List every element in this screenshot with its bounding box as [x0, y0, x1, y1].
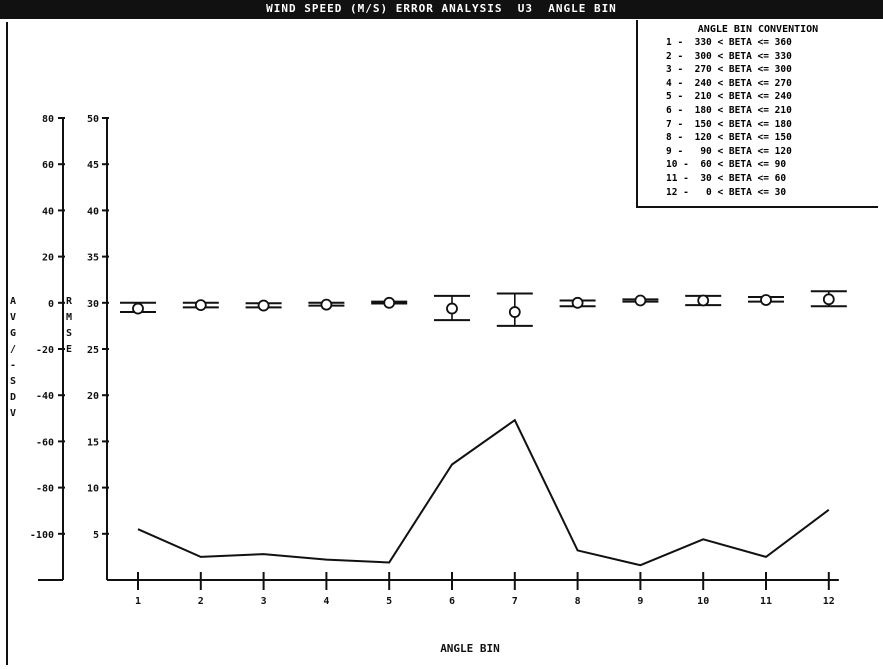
error-bar-mean-marker: [508, 306, 521, 318]
axis-label-letter: S: [10, 376, 16, 387]
axis-label-letter: G: [10, 328, 16, 339]
x-tick-label: 2: [198, 596, 204, 607]
x-tick-label: 5: [386, 596, 392, 607]
right-tick-label: 15: [87, 437, 99, 448]
x-axis-label: ANGLE BIN: [440, 642, 500, 655]
legend-entry: 2 - 300 < BETA <= 330: [666, 50, 792, 62]
axis-label-letter: S: [66, 328, 72, 339]
right-tick-label: 5: [93, 530, 99, 541]
legend-entry: 7 - 150 < BETA <= 180: [666, 118, 792, 130]
chart-title: WIND SPEED (M/S) ERROR ANALYSIS U3 ANGLE…: [266, 2, 617, 15]
legend-entry: 1 - 330 < BETA <= 360: [666, 37, 792, 48]
axis-label-letter: D: [10, 392, 16, 403]
axis-label-letter: -: [10, 360, 16, 371]
x-tick-label: 4: [323, 596, 329, 607]
x-tick-label: 8: [575, 596, 581, 607]
x-tick-label: 11: [760, 596, 772, 607]
axis-label-letter: V: [10, 408, 16, 419]
right-tick-label: 45: [87, 160, 99, 171]
error-bar-mean-marker: [822, 293, 835, 306]
x-tick-label: 12: [823, 596, 835, 607]
left-axis-label: AVG/-SDV: [10, 296, 16, 419]
right-tick-label: 35: [87, 253, 99, 264]
legend-entry: 10 - 60 < BETA <= 90: [666, 159, 787, 171]
legend-entry: 11 - 30 < BETA <= 60: [666, 173, 787, 184]
right-tick-label: 20: [87, 391, 99, 402]
left-tick-label: -20: [36, 345, 54, 356]
title-bar: WIND SPEED (M/S) ERROR ANALYSIS U3 ANGLE…: [0, 0, 883, 19]
legend-entry: 4 - 240 < BETA <= 270: [666, 77, 792, 89]
error-bar-mean-marker: [132, 302, 144, 315]
left-tick-label: 0: [48, 299, 54, 310]
legend-entry: 9 - 90 < BETA <= 120: [666, 145, 792, 157]
axes: [38, 117, 839, 590]
error-bar-mean-marker: [571, 296, 584, 309]
axis-label-letter: M: [66, 312, 72, 323]
rmse-line-series: [137, 418, 830, 567]
legend-entry: 6 - 180 < BETA <= 210: [666, 105, 792, 116]
error-bar-mean-marker: [760, 294, 772, 306]
legend: ANGLE BIN CONVENTION 1 - 330 < BETA <= 3…: [636, 20, 878, 208]
tick-labels: 806040200-20-40-60-80-100504540353025201…: [10, 114, 835, 607]
error-bar-mean-marker: [194, 299, 207, 312]
error-bar-mean-marker: [446, 302, 458, 315]
legend-title: ANGLE BIN CONVENTION: [697, 24, 819, 35]
axis-label-letter: V: [10, 312, 16, 323]
error-bar-mean-marker: [697, 294, 710, 307]
left-tick-label: 20: [42, 253, 54, 264]
left-tick-label: -60: [36, 437, 54, 448]
axis-label-letter: A: [10, 296, 16, 307]
right-tick-label: 40: [87, 206, 99, 217]
legend-entry: 5 - 210 < BETA <= 240: [666, 91, 792, 103]
left-tick-label: -100: [30, 530, 54, 541]
x-tick-label: 7: [512, 596, 518, 607]
error-bar-mean-marker: [634, 294, 647, 307]
right-tick-label: 30: [87, 299, 99, 310]
x-tick-label: 9: [637, 596, 643, 607]
left-tick-label: 40: [42, 206, 54, 217]
axis-label-letter: R: [66, 296, 73, 307]
rmse-line: [137, 418, 830, 567]
error-bar-mean-marker: [320, 298, 333, 311]
left-tick-label: 80: [42, 114, 54, 125]
x-tick-label: 10: [697, 596, 709, 607]
left-tick-label: 60: [42, 160, 54, 171]
legend-entry: 8 - 120 < BETA <= 150: [666, 132, 792, 144]
left-tick-label: -40: [36, 391, 54, 402]
x-tick-label: 6: [449, 596, 455, 607]
right-tick-label: 50: [87, 114, 99, 125]
legend-entry: 3 - 270 < BETA <= 300: [666, 64, 792, 76]
right-tick-label: 10: [87, 484, 99, 495]
error-bar-mean-marker: [383, 296, 396, 309]
error-bar-mean-marker: [257, 299, 270, 312]
plot-frame: [6, 22, 882, 665]
x-tick-label: 3: [261, 596, 267, 607]
left-tick-label: -80: [36, 484, 54, 495]
axis-label-letter: E: [66, 344, 72, 355]
right-tick-label: 25: [87, 345, 99, 356]
legend-entry: 12 - 0 < BETA <= 30: [666, 186, 787, 198]
x-tick-label: 1: [135, 596, 141, 607]
axis-label-letter: /: [10, 344, 16, 355]
error-bars: [120, 290, 847, 327]
